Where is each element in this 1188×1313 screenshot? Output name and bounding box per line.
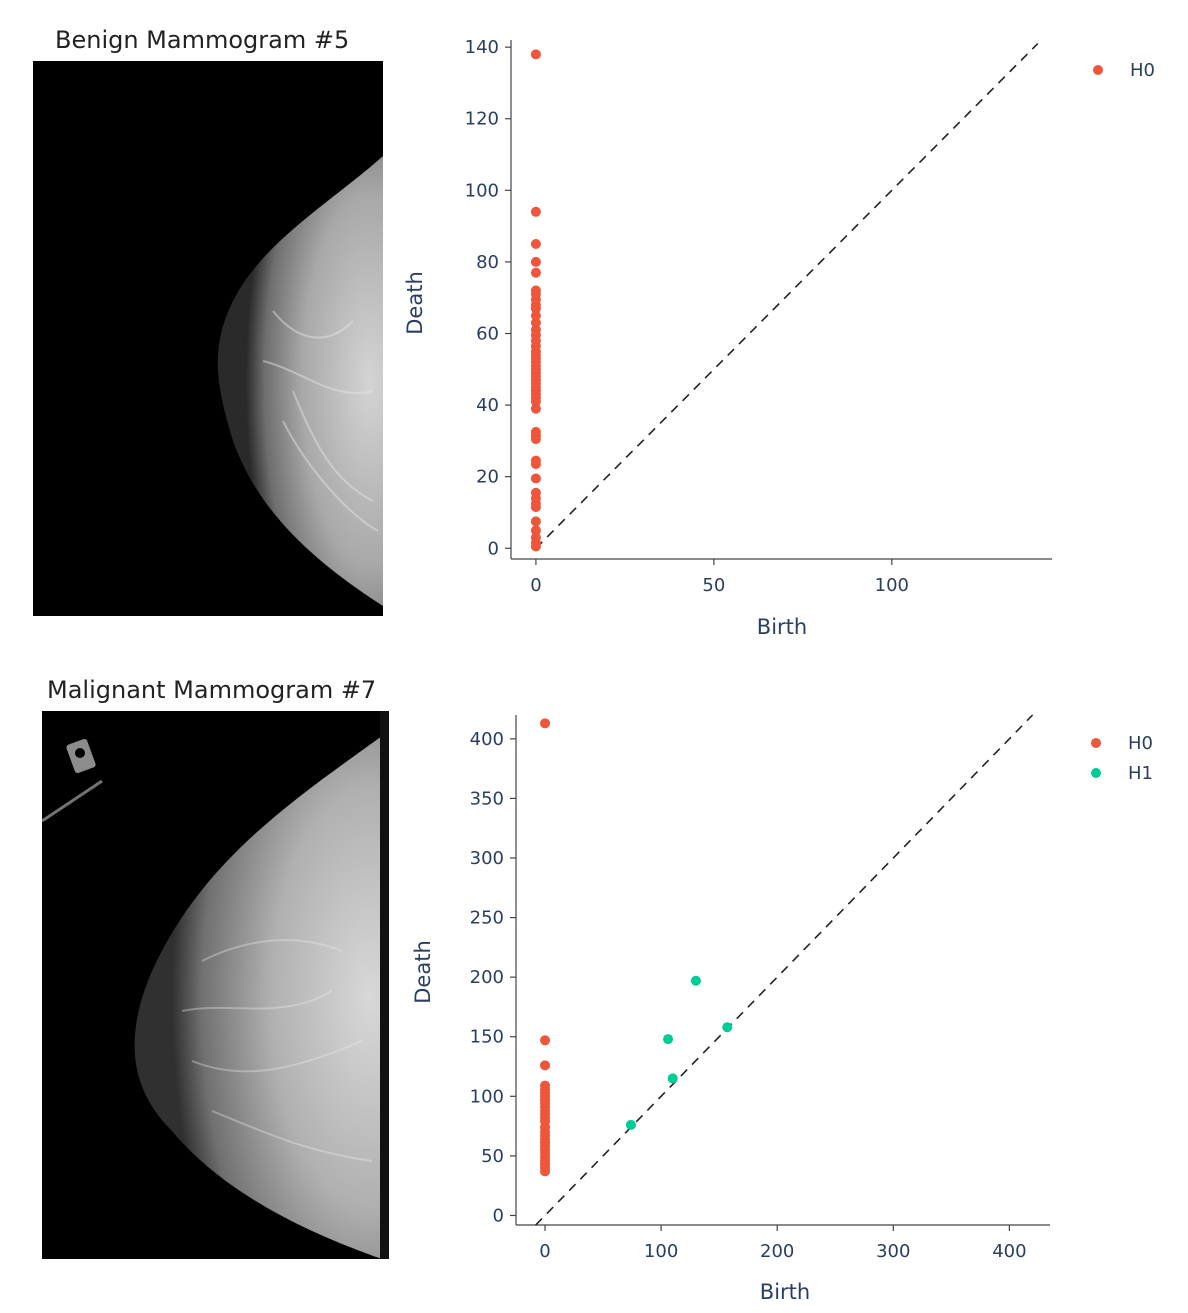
- data-point-h1: [625, 1119, 636, 1130]
- data-point-h0: [530, 317, 541, 328]
- chart-points: [530, 49, 541, 552]
- data-point-h0: [530, 473, 541, 484]
- chart-axes: 0 50 100 0 20 40 60 80 100 120 140: [465, 37, 1052, 596]
- legend-label: H0: [1128, 733, 1153, 754]
- y-tick-label: 0: [488, 538, 499, 559]
- x-axis-label: Birth: [760, 1280, 810, 1304]
- data-point-h0: [530, 267, 541, 278]
- y-tick-label: 100: [465, 180, 499, 201]
- data-point-h0: [530, 206, 541, 217]
- data-point-h0: [530, 403, 541, 414]
- chart-axes: 0 100 200 300 400 0 50 100 150 200 250 300 350 400: [470, 715, 1050, 1262]
- y-tick-label: 350: [470, 788, 504, 809]
- data-point-h0: [530, 502, 541, 513]
- marker-icon: [42, 738, 103, 823]
- data-point-h0: [540, 1035, 551, 1046]
- data-point-h1: [690, 975, 701, 986]
- y-tick-label: 200: [470, 967, 504, 988]
- diagonal-line: [535, 43, 1039, 549]
- x-axis-label: Birth: [757, 615, 807, 639]
- x-tick-label: 0: [530, 575, 541, 596]
- data-point-h1: [722, 1022, 733, 1033]
- y-tick-label: 50: [481, 1146, 504, 1167]
- legend-marker: [1093, 65, 1103, 75]
- mammogram-image: [42, 711, 389, 1259]
- y-tick-label: 20: [476, 467, 499, 488]
- data-point-h0: [530, 256, 541, 267]
- y-tick-label: 120: [465, 109, 499, 130]
- y-axis-label: Death: [411, 940, 435, 1004]
- y-tick-label: 0: [493, 1205, 504, 1226]
- x-tick-label: 400: [992, 1241, 1026, 1262]
- data-point-h1: [663, 1034, 674, 1045]
- data-point-h0: [530, 459, 541, 470]
- legend: H0: [1093, 60, 1155, 81]
- x-tick-label: 50: [702, 575, 725, 596]
- y-tick-label: 300: [470, 848, 504, 869]
- chart-points: [540, 718, 733, 1177]
- data-point-h0: [540, 718, 551, 729]
- diagonal-line: [535, 714, 1034, 1226]
- legend-marker: [1091, 768, 1101, 778]
- x-tick-label: 100: [875, 575, 909, 596]
- legend-label: H0: [1130, 60, 1155, 81]
- y-tick-label: 100: [470, 1086, 504, 1107]
- y-tick-label: 40: [476, 395, 499, 416]
- data-point-h0: [530, 396, 541, 407]
- mammogram-image: [33, 61, 383, 616]
- data-point-h1: [667, 1073, 678, 1084]
- x-tick-label: 200: [760, 1241, 794, 1262]
- legend-label: H1: [1128, 763, 1153, 784]
- x-tick-label: 300: [876, 1241, 910, 1262]
- data-point-h0: [530, 516, 541, 527]
- data-point-h0: [540, 1166, 551, 1177]
- legend-marker: [1091, 738, 1101, 748]
- y-tick-label: 60: [476, 324, 499, 345]
- data-point-h0: [530, 303, 541, 314]
- x-tick-label: 100: [644, 1241, 678, 1262]
- persistence-diagram-benign: 0 50 100 0 20 40 60 80 100 120 140 Birth Death H0: [403, 37, 1155, 639]
- image-title: Malignant Mammogram #7: [47, 676, 377, 704]
- y-tick-label: 400: [470, 729, 504, 750]
- x-tick-label: 0: [539, 1241, 550, 1262]
- data-point-h0: [530, 434, 541, 445]
- data-point-h0: [530, 49, 541, 60]
- y-tick-label: 250: [470, 908, 504, 929]
- image-title: Benign Mammogram #5: [55, 26, 350, 54]
- y-axis-label: Death: [403, 271, 427, 335]
- y-tick-label: 150: [470, 1027, 504, 1048]
- data-point-h0: [530, 239, 541, 250]
- data-point-h0: [530, 541, 541, 552]
- diagonal-dashed-line: [535, 714, 1034, 1226]
- y-tick-label: 140: [465, 37, 499, 58]
- data-point-h0: [530, 525, 541, 536]
- data-point-h0: [530, 310, 541, 321]
- data-point-h0: [540, 1060, 551, 1071]
- diagonal-dashed-line: [535, 43, 1039, 549]
- y-tick-label: 80: [476, 252, 499, 273]
